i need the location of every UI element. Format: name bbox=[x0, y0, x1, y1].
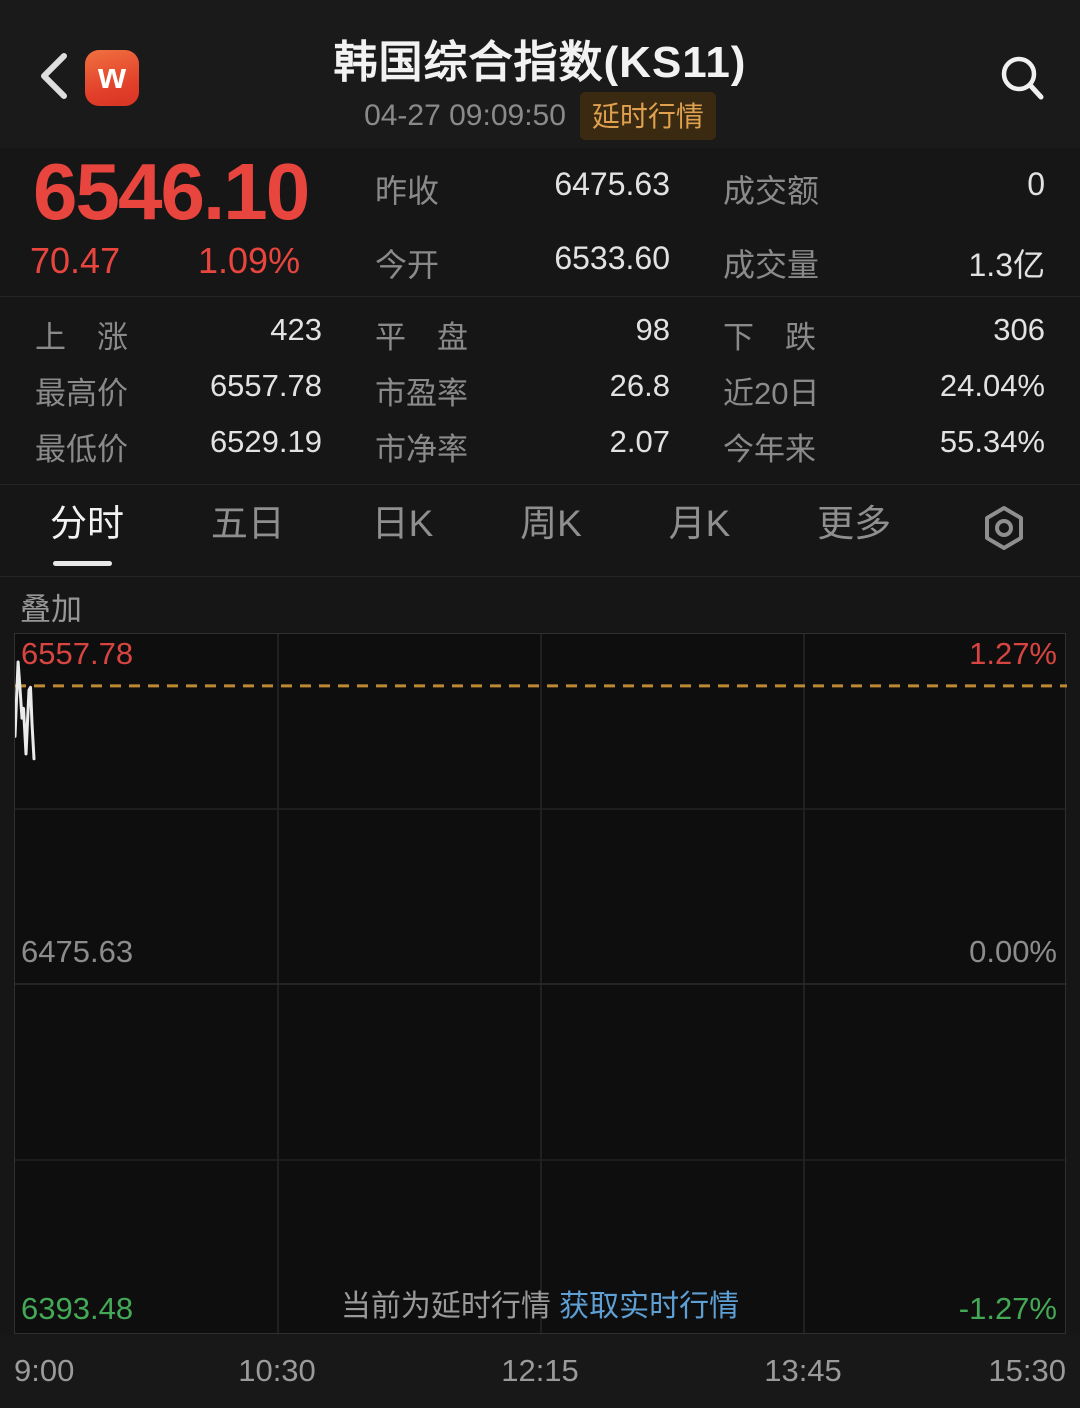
logo-letter: w bbox=[97, 55, 126, 96]
chart-settings-button[interactable] bbox=[978, 502, 1030, 559]
tab-daily-k[interactable]: 日K bbox=[371, 503, 434, 544]
tab-intraday[interactable]: 分时 bbox=[50, 498, 124, 566]
overlay-add-button[interactable]: 叠加 bbox=[20, 592, 82, 627]
decliners-value: 306 bbox=[993, 312, 1045, 347]
chart-period-tabs: 分时 五日 日K 周K 月K 更多 bbox=[0, 498, 1080, 576]
time-tick: 15:30 bbox=[988, 1353, 1066, 1388]
intraday-chart-svg bbox=[15, 634, 1067, 1335]
delay-notice: 当前为延时行情 获取实时行情 bbox=[15, 1281, 1065, 1325]
low-label: 最低价 bbox=[35, 432, 128, 467]
advancers-label: 上 涨 bbox=[35, 320, 128, 355]
chart-settings-icon bbox=[984, 506, 1023, 550]
divider bbox=[0, 296, 1080, 297]
back-button[interactable] bbox=[30, 48, 82, 104]
page-title: 韩国综合指数(KS11) bbox=[333, 38, 747, 87]
tab-weekly-k[interactable]: 周K bbox=[520, 503, 582, 544]
tab-monthly-k[interactable]: 月K bbox=[668, 503, 731, 544]
search-icon bbox=[1001, 56, 1044, 100]
axis-zero-pct: 0.00% bbox=[969, 934, 1057, 969]
ytd-label: 今年来 bbox=[723, 432, 816, 467]
intraday-chart[interactable]: 6557.78 1.27% 6475.63 0.00% 6393.48 -1.2… bbox=[14, 633, 1067, 1335]
get-realtime-quotes-link[interactable]: 获取实时行情 bbox=[559, 1290, 740, 1323]
open-label: 今开 bbox=[375, 247, 440, 283]
pe-label: 市盈率 bbox=[375, 376, 468, 411]
time-tick: 10:30 bbox=[238, 1353, 316, 1388]
high-label: 最高价 bbox=[35, 376, 128, 411]
20day-label: 近20日 bbox=[723, 376, 820, 411]
tab-5day[interactable]: 五日 bbox=[210, 503, 285, 544]
volume-label: 成交量 bbox=[723, 247, 820, 283]
prev-close-value: 6475.63 bbox=[554, 166, 670, 202]
delayed-quote-badge: 延时行情 bbox=[579, 92, 716, 140]
axis-prevclose-price: 6475.63 bbox=[21, 934, 134, 969]
low-value: 6529.19 bbox=[209, 424, 322, 459]
turnover-value: 0 bbox=[1027, 166, 1045, 202]
header: w 韩国综合指数(KS11) 04-27 09:09:50 延时行情 bbox=[0, 0, 1080, 148]
turnover-label: 成交额 bbox=[723, 173, 820, 209]
time-tick: 13:45 bbox=[764, 1353, 842, 1388]
decliners-label: 下 跌 bbox=[723, 320, 816, 355]
ytd-value: 55.34% bbox=[939, 424, 1045, 459]
divider bbox=[0, 484, 1080, 485]
time-tick: 12:15 bbox=[501, 1353, 579, 1388]
search-button[interactable] bbox=[998, 52, 1048, 106]
time-axis: 9:00 10:30 12:15 13:45 15:30 bbox=[0, 1335, 1080, 1408]
header-subrow: 04-27 09:09:50 延时行情 bbox=[0, 92, 1080, 140]
price-change: 70.47 bbox=[30, 240, 121, 281]
quote-timestamp: 04-27 09:09:50 bbox=[364, 99, 566, 132]
chevron-left-icon bbox=[41, 53, 67, 99]
pe-value: 26.8 bbox=[609, 368, 670, 403]
wind-app-logo[interactable]: w bbox=[85, 50, 139, 106]
pb-value: 2.07 bbox=[609, 424, 670, 459]
axis-low-price: 6393.48 bbox=[21, 1291, 134, 1326]
flat-label: 平 盘 bbox=[375, 320, 468, 355]
advancers-value: 423 bbox=[270, 312, 322, 347]
prev-close-label: 昨收 bbox=[375, 173, 440, 209]
axis-high-price: 6557.78 bbox=[21, 636, 134, 671]
time-tick: 9:00 bbox=[14, 1353, 75, 1388]
pb-label: 市净率 bbox=[375, 432, 468, 467]
divider bbox=[0, 576, 1080, 577]
axis-high-pct: 1.27% bbox=[969, 636, 1057, 671]
volume-value: 1.3亿 bbox=[968, 247, 1046, 283]
axis-low-pct: -1.27% bbox=[958, 1291, 1057, 1326]
open-value: 6533.60 bbox=[554, 240, 670, 276]
flat-value: 98 bbox=[635, 312, 670, 347]
delay-notice-text: 当前为延时行情 bbox=[340, 1290, 551, 1323]
20day-value: 24.04% bbox=[939, 368, 1045, 403]
price-change-pct: 1.09% bbox=[198, 240, 301, 281]
last-price: 6546.10 bbox=[33, 147, 310, 236]
tab-more[interactable]: 更多 bbox=[817, 503, 892, 544]
high-value: 6557.78 bbox=[209, 368, 322, 403]
